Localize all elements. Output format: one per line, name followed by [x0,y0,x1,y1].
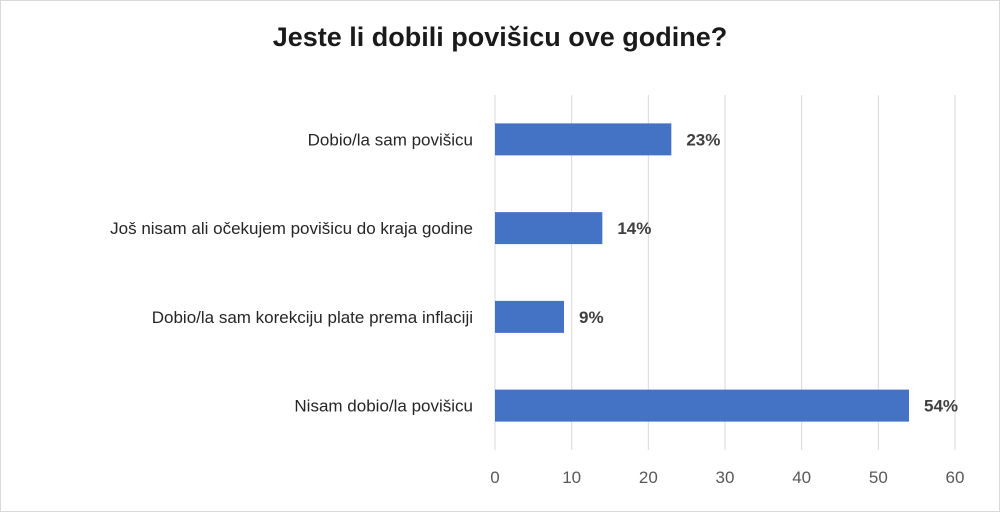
x-tick-label: 30 [716,468,735,487]
data-label: 9% [579,308,604,327]
x-tick-label: 10 [562,468,581,487]
x-tick-label: 0 [490,468,499,487]
category-label: Nisam dobio/la povišicu [294,397,473,416]
category-label: Dobio/la sam povišicu [308,130,473,149]
bar [495,300,564,333]
bar [495,123,672,156]
data-label: 54% [924,397,958,416]
x-tick-label: 60 [946,468,965,487]
x-tick-label: 40 [792,468,811,487]
data-label: 23% [686,130,720,149]
x-tick-label: 50 [869,468,888,487]
category-label: Dobio/la sam korekciju plate prema infla… [152,308,473,327]
bar [495,389,909,422]
bar [495,212,603,245]
category-label: Još nisam ali očekujem povišicu do kraja… [110,219,473,238]
data-label: 14% [617,219,651,238]
chart-title: Jeste li dobili povišicu ove godine? [272,22,728,52]
x-tick-label: 20 [639,468,658,487]
